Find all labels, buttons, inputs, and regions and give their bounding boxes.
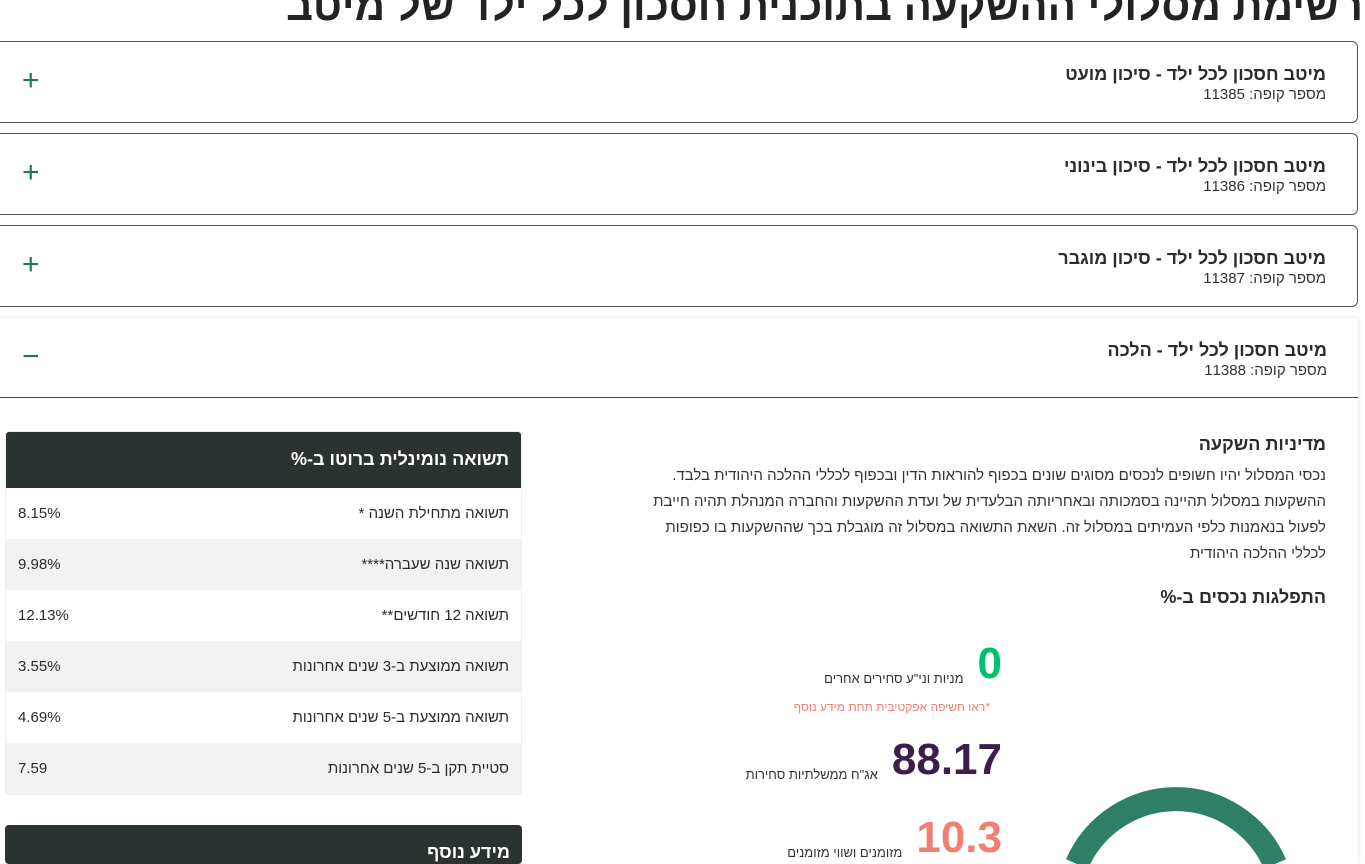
row-label: תשואה 12 חודשים** bbox=[381, 607, 509, 624]
track-accordion-high-risk[interactable]: מיטב חסכון לכל ילד - סיכון מוגבר מספר קו… bbox=[0, 225, 1358, 307]
row-label: סטיית תקן ב-5 שנים אחרונות bbox=[327, 760, 509, 777]
page-title: רשימת מסלולי ההשקעה בתוכנית חסכון לכל יל… bbox=[286, 0, 1363, 29]
table-row: תשואה ממוצעת ב-3 שנים אחרונות 3.55% bbox=[6, 641, 521, 692]
row-value: 12.13% bbox=[18, 607, 69, 624]
donut-ring bbox=[1066, 787, 1286, 864]
more-info-panel[interactable]: מידע נוסף bbox=[5, 825, 522, 864]
more-info-title: מידע נוסף bbox=[5, 825, 522, 864]
track-name: מיטב חסכון לכל ילד - סיכון בינוני bbox=[1063, 156, 1326, 176]
fund-number: מספר קופה: 11387 bbox=[1203, 270, 1326, 287]
table-row: תשואה ממוצעת ב-5 שנים אחרונות 4.69% bbox=[6, 692, 521, 743]
policy-text: נכסי המסלול יהיו חשופים לנכסים מסוגים שו… bbox=[556, 463, 1326, 567]
returns-panel: תשואה נומינלית ברוטו ב-% תשואה מתחילת הש… bbox=[5, 431, 522, 795]
table-row: תשואה מתחילת השנה * 8.15% bbox=[6, 488, 521, 539]
stat-value: 0 bbox=[977, 639, 1002, 688]
track-name[interactable]: מיטב חסכון לכל ילד - הלכה bbox=[1107, 340, 1327, 360]
row-label: תשואה מתחילת השנה * bbox=[358, 505, 509, 522]
stat-label: מזומנים ושווי מזומנים bbox=[787, 845, 903, 860]
track-name: מיטב חסכון לכל ילד - סיכון מוגבר bbox=[1058, 248, 1326, 268]
track-accordion-medium-risk[interactable]: מיטב חסכון לכל ילד - סיכון בינוני מספר ק… bbox=[0, 133, 1358, 215]
track-accordion-halacha: מיטב חסכון לכל ילד - הלכה מספר קופה: 113… bbox=[0, 318, 1358, 864]
policy-line: נכסי המסלול יהיו חשופים לנכסים מסוגים שו… bbox=[672, 467, 1326, 484]
row-label: תשואה ממוצעת ב-3 שנים אחרונות bbox=[292, 658, 509, 675]
fund-number: מספר קופה: 11386 bbox=[1203, 178, 1326, 195]
policy-line: לכללי ההלכה היהודית bbox=[1189, 545, 1326, 562]
fund-number: מספר קופה: 11388 bbox=[1204, 362, 1327, 379]
row-value: 7.59 bbox=[18, 760, 48, 777]
policy-title: מדיניות השקעה bbox=[1198, 434, 1326, 454]
allocation-cash: 10.3 מזומנים ושווי מזומנים bbox=[787, 813, 1002, 862]
policy-line: ההשקעות במסלול תהיינה בסמכותה ובאחריותה … bbox=[653, 493, 1326, 510]
allocation-donut-chart bbox=[1066, 787, 1286, 864]
fund-number: מספר קופה: 11385 bbox=[1203, 86, 1326, 103]
plus-icon[interactable]: + bbox=[22, 64, 40, 97]
returns-title: תשואה נומינלית ברוטו ב-% bbox=[6, 432, 521, 488]
policy-line: לפעול בנאמנות כלפי העמיתים במסלול זה. הש… bbox=[665, 519, 1326, 536]
allocation-gov-bonds: 88.17 אג"ח ממשלתיות סחירות bbox=[745, 735, 1002, 784]
exposure-note: *ראו חשיפה אפקטיבית תחת מידע נוסף bbox=[793, 700, 990, 714]
stat-value: 88.17 bbox=[891, 735, 1002, 784]
stat-label: מניות וני"ע סחירים אחרים bbox=[824, 671, 964, 686]
table-row: תשואה שנה שעברה**** 9.98% bbox=[6, 539, 521, 590]
row-value: 9.98% bbox=[18, 556, 61, 573]
track-name: מיטב חסכון לכל ילד - סיכון מועט bbox=[1065, 64, 1326, 84]
table-row: תשואה 12 חודשים** 12.13% bbox=[6, 590, 521, 641]
divider bbox=[0, 397, 1358, 398]
allocation-stocks: 0 מניות וני"ע סחירים אחרים bbox=[824, 639, 1002, 688]
stat-label: אג"ח ממשלתיות סחירות bbox=[745, 767, 878, 782]
plus-icon[interactable]: + bbox=[22, 156, 40, 189]
returns-table: תשואה מתחילת השנה * 8.15% תשואה שנה שעברה… bbox=[6, 488, 521, 794]
plus-icon[interactable]: + bbox=[22, 248, 40, 281]
allocation-title: התפלגות נכסים ב-% bbox=[1160, 587, 1326, 607]
minus-icon[interactable]: − bbox=[22, 340, 40, 373]
row-value: 8.15% bbox=[18, 505, 61, 522]
table-row: סטיית תקן ב-5 שנים אחרונות 7.59 bbox=[6, 743, 521, 794]
row-value: 3.55% bbox=[18, 658, 61, 675]
stat-value: 10.3 bbox=[916, 813, 1002, 862]
row-label: תשואה ממוצעת ב-5 שנים אחרונות bbox=[292, 709, 509, 726]
row-value: 4.69% bbox=[18, 709, 61, 726]
row-label: תשואה שנה שעברה**** bbox=[361, 556, 509, 573]
investment-policy: מדיניות השקעה נכסי המסלול יהיו חשופים לנ… bbox=[556, 434, 1326, 608]
track-accordion-low-risk[interactable]: מיטב חסכון לכל ילד - סיכון מועט מספר קופ… bbox=[0, 41, 1358, 123]
